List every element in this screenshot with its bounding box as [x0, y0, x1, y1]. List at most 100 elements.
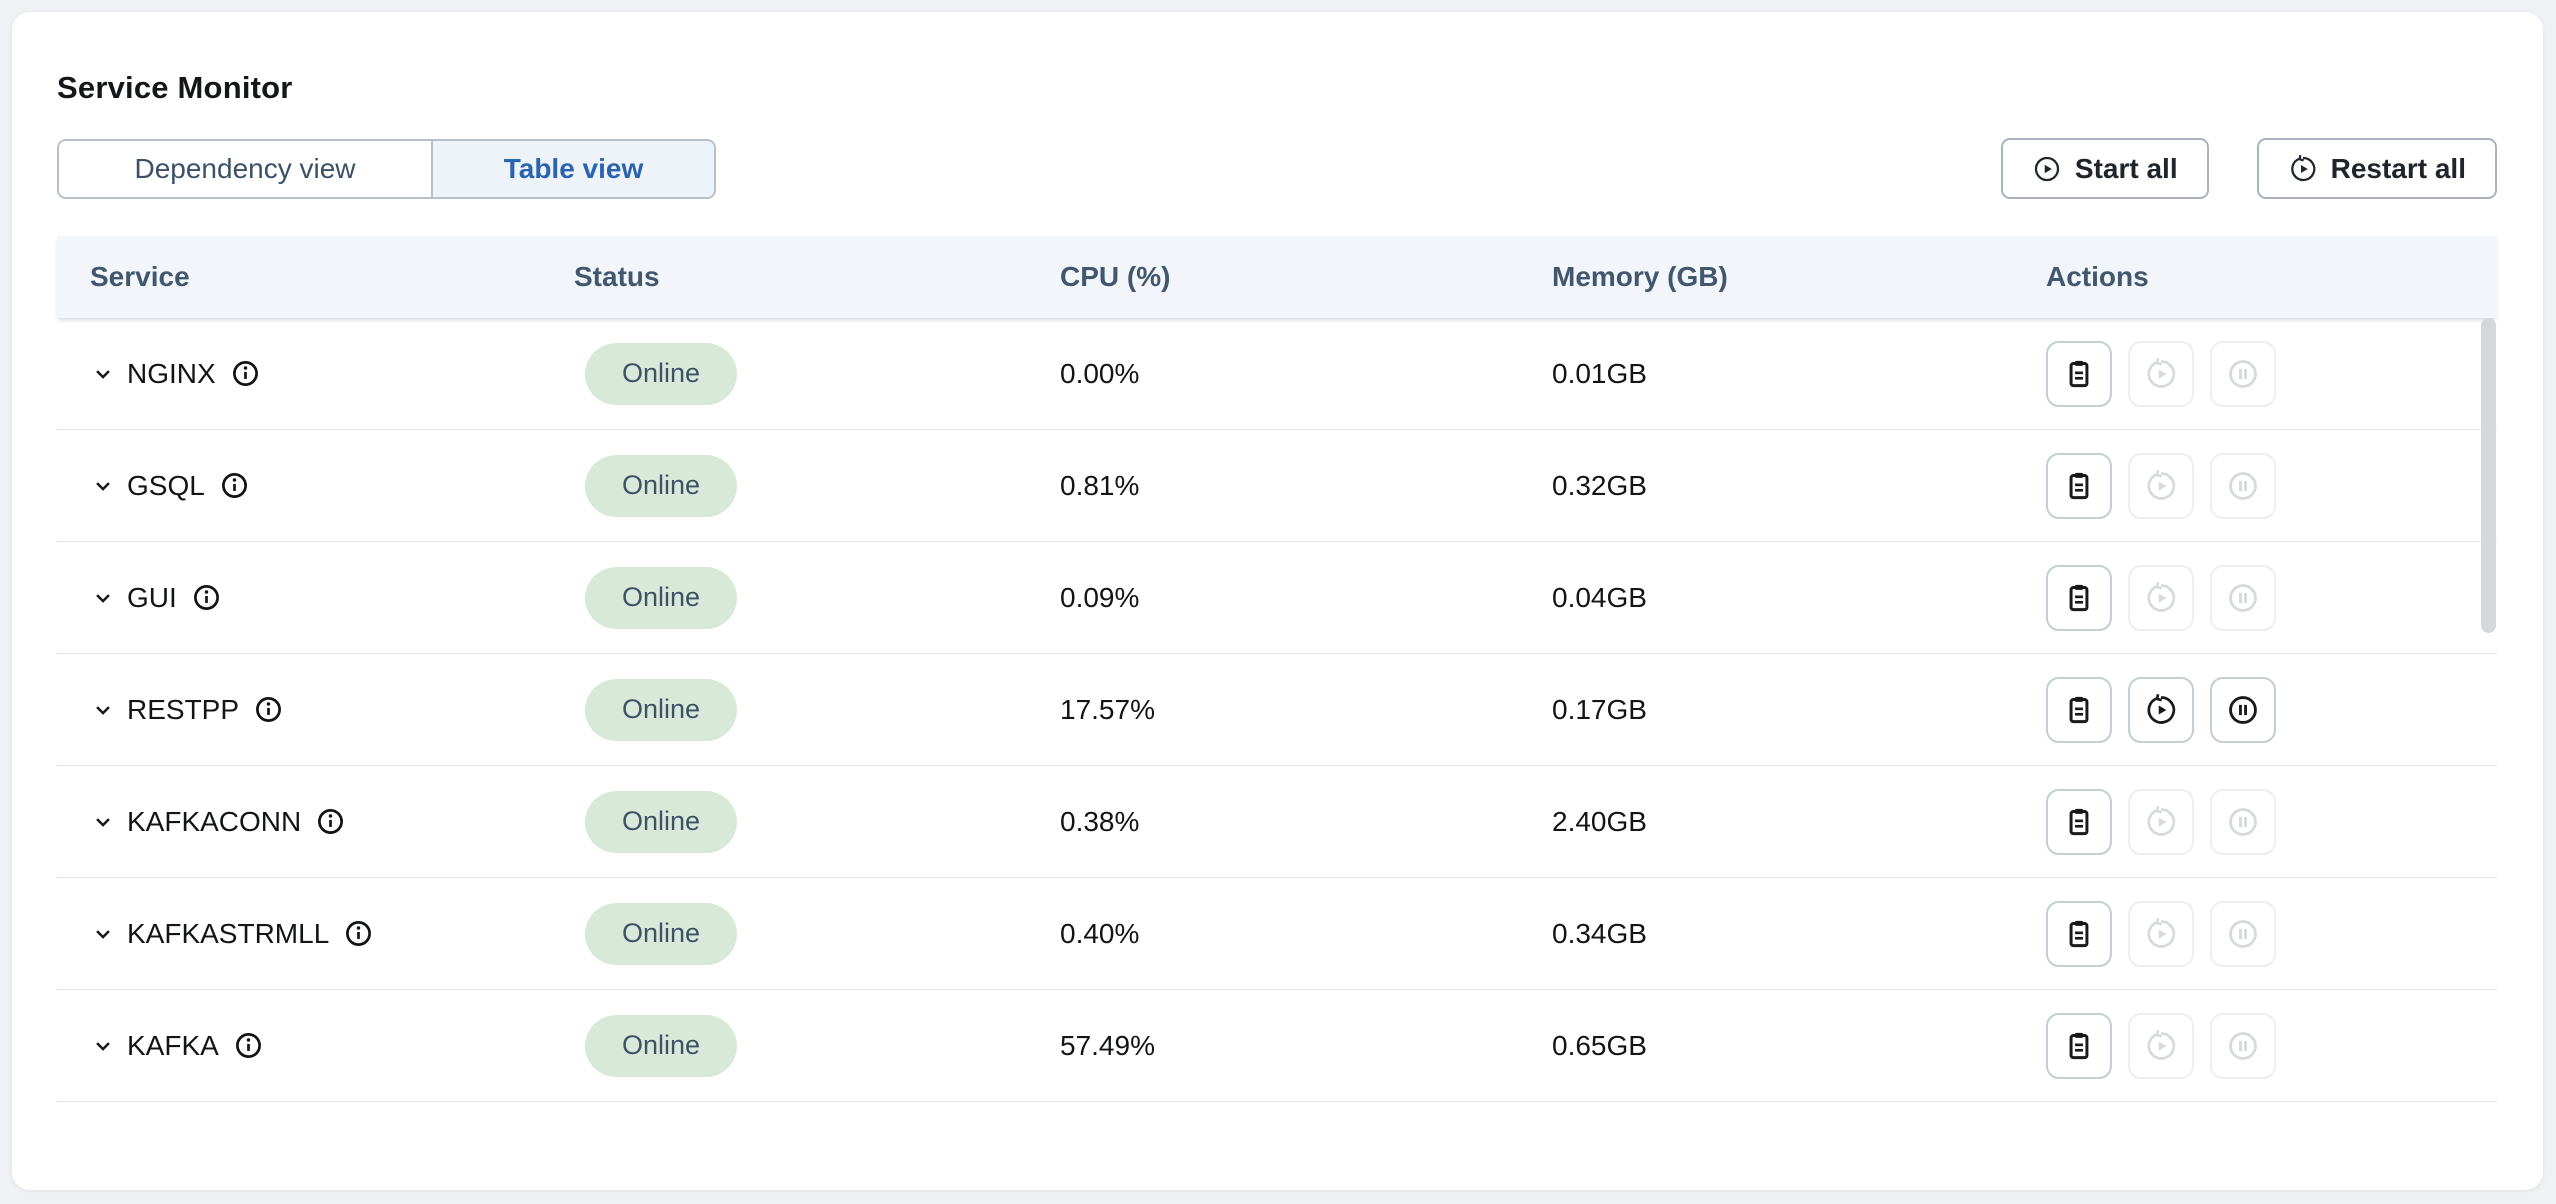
view-logs-button[interactable] [2046, 676, 2112, 743]
pause-service-button [2210, 340, 2276, 407]
controls-row: Dependency view Table view Start all [57, 138, 2497, 199]
service-cell: GSQL [57, 470, 574, 502]
page-title: Service Monitor [57, 70, 293, 105]
clipboard-icon [2062, 1029, 2096, 1063]
tab-dependency-view[interactable]: Dependency view [59, 140, 431, 197]
restart-all-label: Restart all [2330, 152, 2466, 184]
view-logs-button[interactable] [2046, 564, 2112, 631]
view-logs-button[interactable] [2046, 900, 2112, 967]
info-icon[interactable] [315, 806, 346, 837]
restart-circle-icon [2144, 917, 2178, 951]
info-icon[interactable] [230, 358, 261, 389]
tab-table-view-label: Table view [503, 152, 644, 184]
tab-table-view[interactable]: Table view [431, 140, 714, 197]
info-icon[interactable] [191, 582, 222, 613]
cpu-value: 0.40% [1060, 917, 1140, 949]
restart-circle-icon [2144, 469, 2178, 503]
pause-service-button [2210, 788, 2276, 855]
info-icon[interactable] [253, 694, 284, 725]
actions-cell [2046, 900, 2497, 967]
play-circle-icon [2032, 154, 2062, 184]
service-name: KAFKACONN [127, 805, 302, 837]
service-cell: NGINX [57, 358, 574, 390]
chevron-down-icon[interactable] [90, 921, 116, 947]
clipboard-icon [2062, 357, 2096, 391]
table-row: RESTPP Online 17.57% 0.17GB [57, 654, 2497, 766]
service-monitor-card: Service Monitor Dependency view Table vi… [12, 12, 2543, 1190]
cpu-value: 0.81% [1060, 469, 1140, 501]
info-icon[interactable] [233, 1030, 264, 1061]
actions-cell [2046, 676, 2497, 743]
status-cell: Online [574, 566, 1060, 629]
table-header-row: Service Status CPU (%) Memory (GB) Actio… [57, 236, 2497, 318]
cpu-value: 57.49% [1060, 1029, 1155, 1061]
service-name: RESTPP [127, 693, 240, 725]
pause-circle-icon [2226, 1029, 2260, 1063]
restart-service-button [2128, 900, 2194, 967]
service-cell: KAFKA [57, 1030, 574, 1062]
restart-service-button [2128, 564, 2194, 631]
status-cell: Online [574, 678, 1060, 741]
table-row: KAFKACONN Online 0.38% 2.40GB [57, 766, 2497, 878]
column-header-memory: Memory (GB) [1552, 261, 1728, 292]
clipboard-icon [2062, 805, 2096, 839]
column-header-actions: Actions [2046, 261, 2149, 292]
restart-circle-icon [2144, 693, 2178, 727]
pause-circle-icon [2226, 917, 2260, 951]
services-table: Service Status CPU (%) Memory (GB) Actio… [57, 236, 2497, 1102]
status-badge: Online [585, 790, 738, 853]
clipboard-icon [2062, 581, 2096, 615]
table-row: GUI Online 0.09% 0.04GB [57, 542, 2497, 654]
status-badge: Online [585, 454, 738, 517]
status-cell: Online [574, 342, 1060, 405]
view-toggle: Dependency view Table view [57, 138, 716, 199]
status-badge: Online [585, 1014, 738, 1077]
table-row: NGINX Online 0.00% 0.01GB [57, 318, 2497, 430]
start-all-button[interactable]: Start all [2000, 138, 2209, 199]
view-logs-button[interactable] [2046, 340, 2112, 407]
vertical-scrollbar-thumb[interactable] [2481, 318, 2496, 633]
restart-all-button[interactable]: Restart all [2256, 138, 2497, 199]
restart-service-button[interactable] [2128, 676, 2194, 743]
service-cell: KAFKACONN [57, 806, 574, 838]
status-cell: Online [574, 790, 1060, 853]
service-name: KAFKASTRMLL [127, 917, 330, 949]
view-logs-button[interactable] [2046, 452, 2112, 519]
chevron-down-icon[interactable] [90, 1033, 116, 1059]
service-name: GSQL [127, 469, 205, 501]
column-header-cpu: CPU (%) [1060, 261, 1171, 292]
chevron-down-icon[interactable] [90, 361, 116, 387]
chevron-down-icon[interactable] [90, 697, 116, 723]
restart-circle-icon [2144, 357, 2178, 391]
actions-cell [2046, 452, 2497, 519]
restart-service-button [2128, 788, 2194, 855]
cpu-value: 0.09% [1060, 581, 1140, 613]
view-logs-button[interactable] [2046, 788, 2112, 855]
service-name: NGINX [127, 357, 216, 389]
pause-circle-icon [2226, 357, 2260, 391]
table-row: KAFKASTRMLL Online 0.40% 0.34GB [57, 878, 2497, 990]
chevron-down-icon[interactable] [90, 585, 116, 611]
chevron-down-icon[interactable] [90, 473, 116, 499]
memory-value: 0.32GB [1552, 469, 1647, 501]
service-cell: KAFKASTRMLL [57, 918, 574, 950]
chevron-down-icon[interactable] [90, 809, 116, 835]
info-icon[interactable] [343, 918, 374, 949]
toolbar-buttons: Start all Restart all [2000, 138, 2497, 199]
clipboard-icon [2062, 469, 2096, 503]
status-badge: Online [585, 678, 738, 741]
service-cell: RESTPP [57, 694, 574, 726]
info-icon[interactable] [219, 470, 250, 501]
column-header-service: Service [90, 261, 190, 292]
pause-service-button[interactable] [2210, 676, 2276, 743]
restart-circle-icon [2144, 805, 2178, 839]
restart-circle-icon [2144, 581, 2178, 615]
memory-value: 0.17GB [1552, 693, 1647, 725]
tab-dependency-view-label: Dependency view [134, 152, 356, 184]
status-badge: Online [585, 342, 738, 405]
view-logs-button[interactable] [2046, 1012, 2112, 1079]
status-cell: Online [574, 1014, 1060, 1077]
restart-service-button [2128, 1012, 2194, 1079]
table-body: NGINX Online 0.00% 0.01GB [57, 318, 2497, 1102]
pause-service-button [2210, 1012, 2276, 1079]
